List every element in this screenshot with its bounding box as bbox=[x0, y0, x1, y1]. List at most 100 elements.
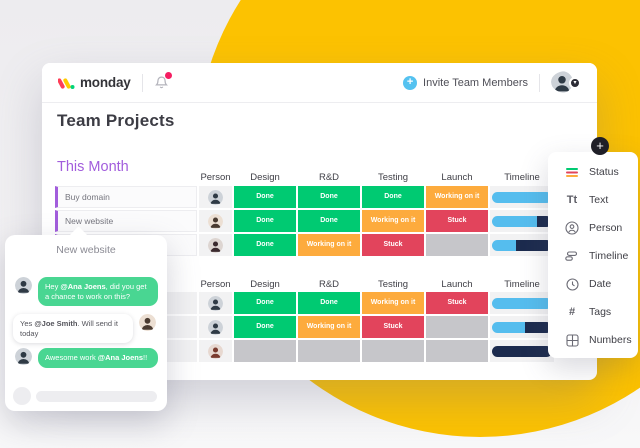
column-header-testing[interactable]: Testing bbox=[377, 279, 409, 290]
column-header-r-d[interactable]: R&D bbox=[318, 279, 340, 290]
person-cell[interactable] bbox=[199, 234, 232, 256]
status-cell-done[interactable]: Done bbox=[234, 186, 296, 208]
row-label[interactable]: New website bbox=[55, 210, 197, 232]
menu-item-numbers[interactable]: Numbers bbox=[548, 326, 638, 354]
status-cell-empty[interactable] bbox=[426, 316, 488, 338]
logo-text: monday bbox=[80, 75, 131, 90]
topbar-divider bbox=[539, 73, 540, 92]
add-column-menu: Status Tt Text Person Timeline Date # Tags N… bbox=[548, 152, 638, 358]
table-row: New website Done Done Working on it Stuck bbox=[55, 210, 565, 232]
status-cell-done[interactable]: Done bbox=[234, 316, 296, 338]
status-cell-empty[interactable] bbox=[298, 340, 360, 362]
avatar bbox=[139, 314, 156, 331]
column-header-launch[interactable]: Launch bbox=[441, 172, 473, 183]
person-cell[interactable] bbox=[199, 292, 232, 314]
timeline-bar[interactable] bbox=[492, 191, 552, 203]
status-cell-working[interactable]: Working on it bbox=[426, 186, 488, 208]
chat-bubble: Yes @Joe Smith. Will send it today bbox=[13, 314, 133, 343]
row-label[interactable]: Buy domain bbox=[55, 186, 197, 208]
status-cell-empty[interactable] bbox=[426, 234, 488, 256]
group-title-this-month[interactable]: This Month bbox=[57, 159, 129, 175]
column-header-person[interactable]: Person bbox=[200, 279, 231, 290]
status-cell-empty[interactable] bbox=[234, 340, 296, 362]
person-cell[interactable] bbox=[199, 316, 232, 338]
status-cell-empty[interactable] bbox=[426, 340, 488, 362]
status-cell-stuck[interactable]: Stuck bbox=[426, 210, 488, 232]
user-avatar[interactable]: ▾ bbox=[551, 70, 581, 95]
notification-bell-icon[interactable] bbox=[154, 71, 172, 91]
person-cell[interactable] bbox=[199, 340, 232, 362]
menu-item-text[interactable]: Tt Text bbox=[548, 186, 638, 214]
chat-bubble: Hey @Ana Joens, did you get a chance to … bbox=[38, 277, 158, 306]
person-cell[interactable] bbox=[199, 186, 232, 208]
status-cell-working[interactable]: Working on it bbox=[362, 210, 424, 232]
timeline-segment-blue bbox=[492, 191, 552, 203]
status-cell-stuck[interactable]: Stuck bbox=[362, 234, 424, 256]
page-title: Team Projects bbox=[57, 111, 175, 130]
monday-logo-icon bbox=[58, 77, 75, 89]
status-cell-done[interactable]: Done bbox=[234, 210, 296, 232]
notification-dot bbox=[164, 71, 172, 79]
chat-input-placeholder[interactable] bbox=[36, 391, 157, 402]
column-header-person[interactable]: Person bbox=[200, 172, 231, 183]
timeline-bar[interactable] bbox=[492, 297, 552, 309]
app-window: monday + Invite Team Members ▾ bbox=[42, 63, 597, 380]
menu-item-status[interactable]: Status bbox=[548, 158, 638, 186]
column-header-design[interactable]: Design bbox=[250, 172, 280, 183]
column-header-timeline[interactable]: Timeline bbox=[504, 279, 540, 290]
status-cell-done[interactable]: Done bbox=[298, 292, 360, 314]
avatar bbox=[208, 213, 223, 229]
status-cell-working[interactable]: Working on it bbox=[298, 234, 360, 256]
timeline-bar[interactable] bbox=[492, 215, 552, 227]
timeline-segment-navy bbox=[516, 239, 552, 251]
avatar bbox=[208, 237, 223, 253]
status-cell-done[interactable]: Done bbox=[298, 210, 360, 232]
status-icon bbox=[565, 165, 579, 179]
menu-item-tags[interactable]: # Tags bbox=[548, 298, 638, 326]
menu-item-person[interactable]: Person bbox=[548, 214, 638, 242]
status-cell-stuck[interactable]: Stuck bbox=[426, 292, 488, 314]
status-cell-done[interactable]: Done bbox=[234, 234, 296, 256]
timeline-bar[interactable] bbox=[492, 321, 552, 333]
add-column-button[interactable]: + bbox=[591, 137, 609, 155]
status-cell-done[interactable]: Done bbox=[298, 186, 360, 208]
tags-icon: # bbox=[568, 306, 576, 318]
timeline-icon bbox=[565, 249, 579, 263]
table-header-group-1: Person Design R&D Testing Launch Timeline bbox=[55, 171, 565, 185]
menu-item-date[interactable]: Date bbox=[548, 270, 638, 298]
timeline-bar[interactable] bbox=[492, 239, 552, 251]
column-header-testing[interactable]: Testing bbox=[377, 172, 409, 183]
timeline-bar[interactable] bbox=[492, 345, 552, 357]
person-icon bbox=[565, 221, 579, 235]
column-header-design[interactable]: Design bbox=[250, 279, 280, 290]
column-header-launch[interactable]: Launch bbox=[441, 279, 473, 290]
invite-team-members-button[interactable]: + Invite Team Members bbox=[403, 75, 528, 90]
chat-bubble: Awesome work @Ana Joens!! bbox=[38, 348, 158, 368]
person-cell[interactable] bbox=[199, 210, 232, 232]
status-cell-stuck[interactable]: Stuck bbox=[362, 316, 424, 338]
status-cell-done[interactable]: Done bbox=[234, 292, 296, 314]
timeline-segment-navy bbox=[525, 321, 552, 333]
menu-item-label: Timeline bbox=[589, 250, 629, 262]
avatar-menu-badge[interactable]: ▾ bbox=[569, 76, 581, 89]
timeline-segment-navy bbox=[537, 215, 552, 227]
menu-item-label: Person bbox=[589, 222, 623, 234]
timeline-cell bbox=[490, 292, 554, 314]
column-header-r-d[interactable]: R&D bbox=[318, 172, 340, 183]
status-cell-working[interactable]: Working on it bbox=[362, 292, 424, 314]
text-icon: Tt bbox=[566, 194, 578, 206]
status-cell-done[interactable]: Done bbox=[362, 186, 424, 208]
status-cell-working[interactable]: Working on it bbox=[298, 316, 360, 338]
avatar bbox=[208, 295, 223, 311]
chat-input-avatar-placeholder bbox=[13, 387, 31, 405]
timeline-cell bbox=[490, 234, 554, 256]
avatar bbox=[208, 343, 223, 359]
timeline-cell bbox=[490, 186, 554, 208]
column-header-timeline[interactable]: Timeline bbox=[504, 172, 540, 183]
status-cell-empty[interactable] bbox=[362, 340, 424, 362]
invite-label: Invite Team Members bbox=[423, 76, 528, 89]
menu-item-label: Text bbox=[589, 194, 609, 206]
menu-item-timeline[interactable]: Timeline bbox=[548, 242, 638, 270]
avatar bbox=[551, 70, 581, 93]
